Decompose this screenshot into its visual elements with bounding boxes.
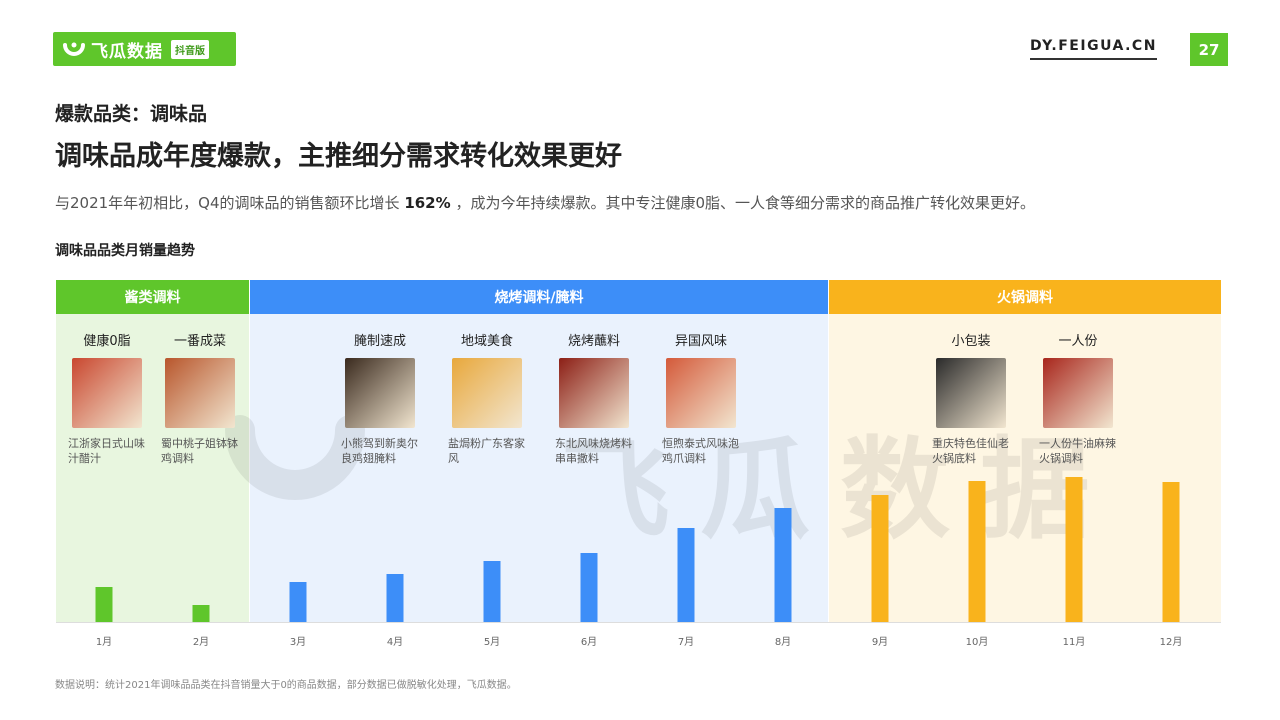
monthly-sales-chart: [95, 477, 1180, 622]
product-name: 小熊驾到新奥尔良鸡翅腌料: [341, 437, 418, 465]
x-tick-label: 5月: [483, 637, 501, 648]
bar-11月: [1065, 477, 1083, 622]
bar-10月: [968, 481, 986, 622]
segment-band-hotpot: 火锅调料: [829, 280, 1221, 622]
product-name: 重庆特色佳仙老火锅底料: [932, 437, 1009, 465]
product-category: 小包装: [951, 334, 991, 349]
x-tick-label: 11月: [1062, 637, 1086, 648]
logo-mark-icon: [63, 42, 85, 56]
product-category: 一番成菜: [173, 334, 226, 349]
product-card[interactable]: 腌制速成 小熊驾到新奥尔良鸡翅腌料: [335, 330, 425, 466]
product-card[interactable]: 健康0脂 江浙家日式山味汁醋汁: [62, 330, 152, 466]
product-category: 烧烤蘸料: [567, 334, 620, 349]
product-name: 恒煦泰式风味泡鸡爪调料: [662, 437, 739, 465]
bar-1月: [95, 587, 113, 622]
product-category: 健康0脂: [83, 334, 131, 349]
product-image[interactable]: [165, 358, 235, 428]
product-card[interactable]: 小包装 重庆特色佳仙老火锅底料: [926, 330, 1016, 466]
bar-5月: [483, 561, 501, 622]
product-card[interactable]: 一番成菜 蜀中桃子姐钵钵鸡调料: [155, 330, 245, 466]
bar-4月: [386, 574, 404, 622]
data-note: 数据说明：统计2021年调味品品类在抖音销量大于0的商品数据，部分数据已做脱敏化…: [55, 680, 517, 691]
description: 与2021年年初相比，Q4的调味品的销售额环比增长 162% ，成为今年持续爆款…: [55, 192, 1035, 213]
product-image[interactable]: [345, 358, 415, 428]
page-title: 调味品成年度爆款，主推细分需求转化效果更好: [55, 141, 622, 172]
logo-tag: 抖音版: [171, 39, 209, 59]
product-category: 异国风味: [674, 334, 727, 349]
product-image[interactable]: [936, 358, 1006, 428]
page-number: 27: [1190, 33, 1228, 66]
product-card[interactable]: 异国风味 恒煦泰式风味泡鸡爪调料: [656, 330, 746, 466]
x-tick-label: 9月: [871, 637, 889, 648]
x-tick-label: 8月: [774, 637, 792, 648]
product-name: 盐焗粉广东客家风: [448, 437, 525, 465]
chart-title: 调味品品类月销量趋势: [55, 243, 195, 259]
bar-2月: [192, 605, 210, 622]
description-highlight: 162%: [404, 194, 451, 212]
description-after: ，成为今年持续爆款。其中专注健康0脂、一人食等细分需求的商品推广转化效果更好。: [455, 194, 1035, 212]
x-tick-label: 12月: [1159, 637, 1183, 648]
product-name: 一人份牛油麻辣火锅调料: [1039, 437, 1116, 465]
logo-name: 飞瓜数据: [91, 41, 163, 62]
description-before: 与2021年年初相比，Q4的调味品的销售额环比增长: [55, 194, 400, 212]
x-tick-label: 3月: [289, 637, 307, 648]
product-category: 腌制速成: [353, 334, 406, 349]
segment-header: 烧烤调料/腌料: [250, 280, 828, 314]
product-image[interactable]: [72, 358, 142, 428]
site-url[interactable]: DY.FEIGUA.CN: [1030, 38, 1157, 60]
bar-12月: [1162, 482, 1180, 622]
watermark-text: 飞瓜数据: [560, 426, 1120, 554]
segment-band-sauces: 酱类调料: [56, 280, 249, 622]
bar-3月: [289, 582, 307, 622]
product-card[interactable]: 一人份 一人份牛油麻辣火锅调料: [1033, 330, 1123, 466]
bar-6月: [580, 553, 598, 622]
x-axis-line: [56, 622, 1221, 623]
product-name: 蜀中桃子姐钵钵鸡调料: [161, 437, 238, 465]
bar-8月: [774, 508, 792, 622]
product-name: 东北风味烧烤料串串撒料: [555, 437, 632, 465]
segment-band-bbq: 烧烤调料/腌料: [250, 280, 828, 622]
product-image[interactable]: [666, 358, 736, 428]
x-tick-label: 7月: [677, 637, 695, 648]
segment-header: 酱类调料: [56, 280, 249, 314]
x-tick-label: 6月: [580, 637, 598, 648]
x-tick-label: 10月: [965, 637, 989, 648]
product-image[interactable]: [559, 358, 629, 428]
bar-7月: [677, 528, 695, 622]
watermark-logo-icon: [225, 415, 365, 500]
logo: 飞瓜数据 抖音版: [53, 32, 236, 66]
kicker: 爆款品类：调味品: [55, 103, 208, 125]
segment-header: 火锅调料: [829, 280, 1221, 314]
x-tick-label: 4月: [386, 637, 404, 648]
x-tick-label: 2月: [192, 637, 210, 648]
product-category: 一人份: [1058, 334, 1098, 349]
product-card[interactable]: 地域美食 盐焗粉广东客家风: [442, 330, 532, 466]
product-image[interactable]: [452, 358, 522, 428]
product-name: 江浙家日式山味汁醋汁: [68, 437, 145, 465]
watermark: 飞瓜数据: [220, 380, 1090, 554]
x-tick-label: 1月: [95, 637, 113, 648]
product-image[interactable]: [1043, 358, 1113, 428]
bar-9月: [871, 495, 889, 622]
product-category: 地域美食: [460, 334, 513, 349]
product-card[interactable]: 烧烤蘸料 东北风味烧烤料串串撒料: [549, 330, 639, 466]
